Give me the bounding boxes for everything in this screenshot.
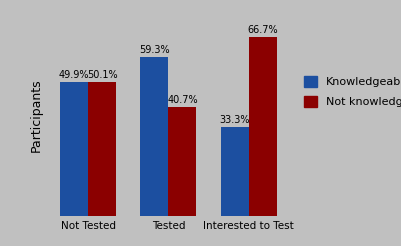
Text: 50.1%: 50.1% <box>87 70 117 79</box>
Bar <box>60 82 88 216</box>
Text: 33.3%: 33.3% <box>219 115 250 125</box>
Bar <box>221 127 249 216</box>
Bar <box>249 37 277 216</box>
Legend: Knowledgeable, Not knowledgeable: Knowledgeable, Not knowledgeable <box>304 76 401 107</box>
Bar <box>88 82 116 216</box>
Text: 66.7%: 66.7% <box>247 25 278 35</box>
Text: 40.7%: 40.7% <box>167 95 198 105</box>
Bar <box>140 57 168 216</box>
Y-axis label: Participants: Participants <box>30 79 43 153</box>
Text: 59.3%: 59.3% <box>139 45 170 55</box>
Bar <box>168 107 196 216</box>
Text: 49.9%: 49.9% <box>59 70 89 80</box>
